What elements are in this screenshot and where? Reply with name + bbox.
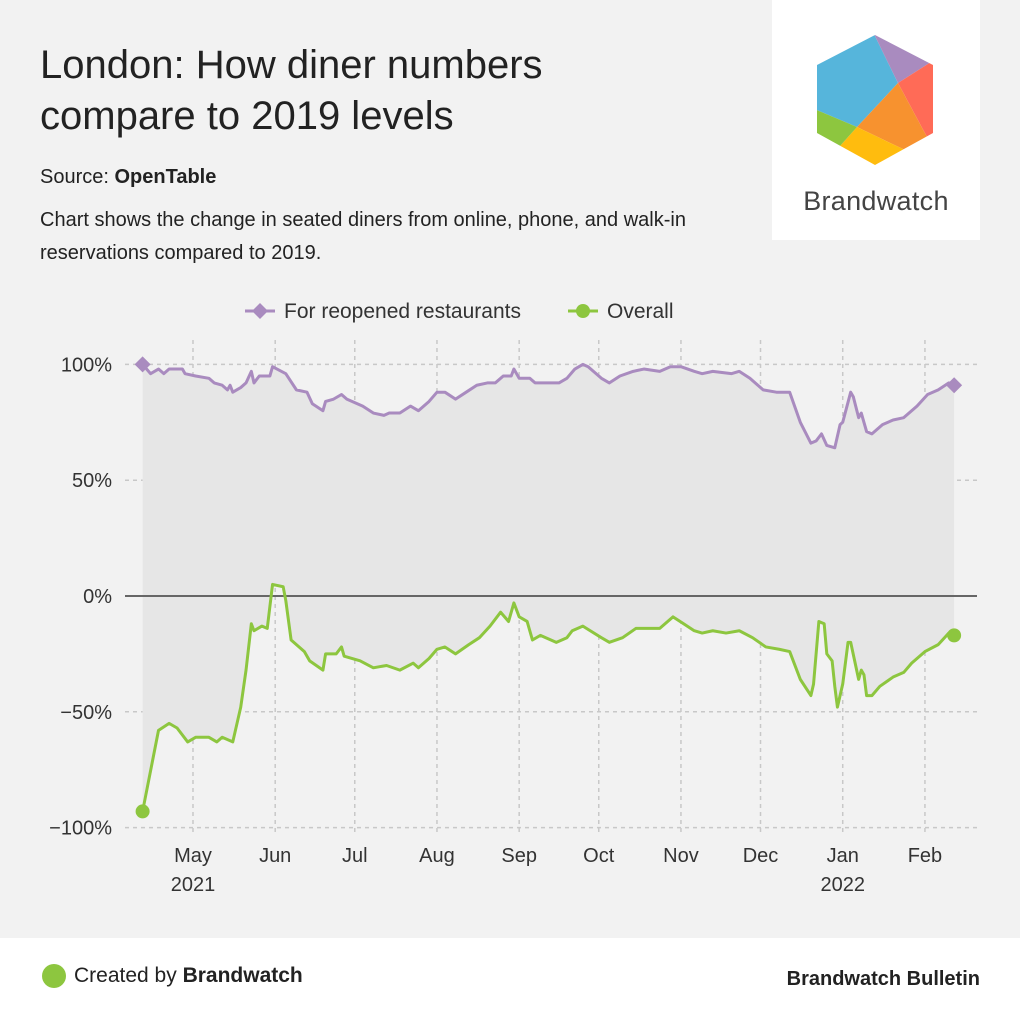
brandwatch-bulletin: Brandwatch Bulletin bbox=[786, 968, 980, 990]
x-tick-year: 2022 bbox=[820, 874, 865, 896]
created-brand: Brandwatch bbox=[182, 964, 303, 987]
x-tick-label: Jun bbox=[259, 845, 291, 867]
logo-text: Brandwatch bbox=[803, 186, 949, 216]
source-label: Source: bbox=[40, 166, 115, 188]
circle-marker bbox=[135, 804, 150, 819]
created-prefix: Created by bbox=[74, 964, 177, 987]
y-tick-label: 100% bbox=[61, 354, 112, 376]
page-title: London: How diner numbers compare to 201… bbox=[40, 40, 740, 142]
gap-area bbox=[142, 364, 955, 812]
legend-circle-icon bbox=[576, 304, 590, 318]
y-tick-label: 0% bbox=[83, 586, 112, 608]
legend: For reopened restaurants Overall bbox=[245, 300, 674, 323]
brandwatch-logo: Brandwatch bbox=[772, 0, 980, 240]
diamond-marker bbox=[134, 356, 151, 373]
x-tick-label: May bbox=[174, 845, 212, 867]
x-tick-label: Jul bbox=[342, 845, 368, 867]
created-by: Created by Brandwatch bbox=[42, 964, 303, 988]
legend-label: Overall bbox=[607, 300, 674, 323]
series-line-reopened bbox=[141, 362, 955, 450]
series bbox=[134, 356, 963, 819]
y-tick-label: −100% bbox=[49, 818, 112, 840]
series-line-overall bbox=[141, 582, 955, 812]
x-tick-label: Aug bbox=[419, 845, 455, 867]
x-tick-label: Feb bbox=[908, 845, 942, 867]
circle-marker bbox=[947, 628, 962, 643]
y-tick-label: 50% bbox=[72, 470, 112, 492]
source-line: Source: OpenTable bbox=[40, 166, 216, 189]
x-tick-label: Oct bbox=[583, 845, 615, 867]
x-tick-label: Jan bbox=[827, 845, 859, 867]
source-name: OpenTable bbox=[114, 166, 217, 188]
title-line-1: London: How diner numbers bbox=[40, 43, 543, 87]
diamond-marker bbox=[946, 377, 963, 394]
x-tick-label: Sep bbox=[501, 845, 537, 867]
y-tick-label: −50% bbox=[60, 702, 112, 724]
title-line-2: compare to 2019 levels bbox=[40, 94, 454, 138]
x-tick-year: 2021 bbox=[171, 874, 216, 896]
x-axis: May 2021 Jun Jul Aug Sep Oct Nov Dec Jan 2022 Feb bbox=[171, 845, 942, 896]
x-tick-label: Dec bbox=[743, 845, 779, 867]
legend-diamond-icon bbox=[252, 303, 268, 319]
hexagon-logo-icon bbox=[817, 35, 933, 165]
chart-description: Chart shows the change in seated diners … bbox=[40, 209, 686, 264]
footer: Created by Brandwatch Brandwatch Bulleti… bbox=[0, 938, 1020, 1020]
line-chart: 100% 50% 0% −50% −100% May 2021 Jun Jul Aug Sep Oc… bbox=[49, 300, 977, 896]
legend-label: For reopened restaurants bbox=[284, 300, 521, 323]
brandwatch-dot-icon bbox=[42, 964, 66, 988]
y-axis: 100% 50% 0% −50% −100% bbox=[49, 354, 112, 839]
x-tick-label: Nov bbox=[663, 845, 699, 867]
